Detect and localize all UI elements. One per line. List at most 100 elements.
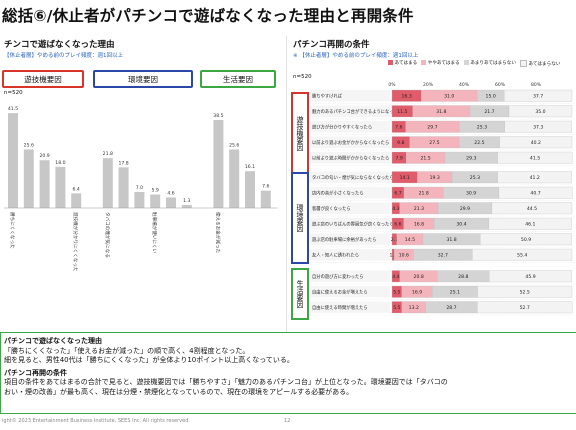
segment-value-label: 41.2 <box>530 175 540 181</box>
stack-segment <box>508 105 573 118</box>
segment-value-label: 10.6 <box>399 253 409 259</box>
bar-value-label: 7.6 <box>262 184 269 190</box>
stack-segment <box>489 270 572 283</box>
right-n-label: n=520 <box>293 74 312 80</box>
bar <box>150 194 161 208</box>
segment-value-label: 6.7 <box>394 191 401 197</box>
summary-line: 細を見ると、男性40代は「勝ちにくくなった」が全体より10ポイント以上高くなって… <box>4 356 294 364</box>
segment-value-label: 50.9 <box>521 237 531 243</box>
segment-value-label: 16.3 <box>402 94 412 100</box>
group-badge-label: 生活要因 <box>223 74 253 84</box>
segment-value-label: 44.5 <box>527 206 537 212</box>
bar <box>118 167 129 208</box>
segment-value-label: 6.6 <box>394 222 401 228</box>
row-label-background <box>310 152 390 164</box>
row-label-background <box>310 202 390 214</box>
bar <box>229 149 240 208</box>
row-label: 店内の音が小さくなったら <box>312 190 364 197</box>
summary-line: おい・煙の改善」が最も高く、現在は分煙・禁煙化となっているので、現在の環境をアピ… <box>4 387 354 396</box>
legend-item: あまりあてはまらない <box>463 60 516 67</box>
axis-tick-label: 80% <box>531 82 542 88</box>
axis-tick-label: 40% <box>459 82 470 88</box>
bar-value-label: 17.8 <box>118 160 128 166</box>
row-label-background <box>310 286 390 298</box>
segment-value-label: 21.3 <box>414 206 424 212</box>
segment-value-label: 5.5 <box>393 290 400 296</box>
stack-segment <box>497 151 573 164</box>
summary-line: 項目の条件をあてはまるの合計で見ると、遊技機要因では「勝ちやすさ」「魅力のあるパ… <box>4 378 448 386</box>
row-label-background <box>310 301 390 313</box>
bar-value-label: 20.9 <box>39 153 49 159</box>
row-label: 自分の遊び方に変わったら <box>312 273 364 280</box>
segment-value-label: 45.9 <box>525 274 535 280</box>
left-panel-heading: チンコで遊ばなくなった理由 <box>4 40 115 50</box>
segment-value-label: 21.7 <box>484 109 494 115</box>
segment-value-label: 1.3 <box>390 253 397 259</box>
row-label: 以前より遊ぶお金がかからなくなったら <box>312 139 389 146</box>
segment-value-label: 9.8 <box>397 140 404 146</box>
segment-value-label: 16.8 <box>414 222 424 228</box>
reasons-bar-chart: 41.5 勝ちにくくなった 25.6 20.9 18.0 6.4 遊技機が分かりにくくなった… <box>4 106 278 272</box>
segment-value-label: 22.5 <box>474 140 484 146</box>
category-label: 使えるお金が減った <box>214 212 221 254</box>
segment-value-label: 40.2 <box>531 140 541 146</box>
bar <box>245 171 255 208</box>
segment-value-label: 27.5 <box>429 140 439 146</box>
legend-item: ややあてはまる <box>421 60 460 67</box>
right-panel-heading: パチンコ再開の条件 <box>293 40 370 50</box>
category-label: タバコの煙が気になる <box>104 212 111 258</box>
group-badge-technical: 遊技機要因 <box>2 70 84 88</box>
segment-value-label: 52.5 <box>520 290 530 296</box>
axis-tick-label: 0% <box>388 82 396 88</box>
page-title: 総括⑥/休止者がパチンコで遊ばなくなった理由と再開条件 <box>2 7 414 25</box>
segment-value-label: 30.9 <box>466 191 476 197</box>
row-label: 勝ちやすければ <box>312 93 343 100</box>
row-label: 遊び方が分かりやすくなったら <box>312 124 372 131</box>
legend-item: あてはまる <box>388 60 417 67</box>
summary-text: パチンコで遊ばなくなった理由 「勝ちにくくなった」「使えるお金が減った」の順で高… <box>0 337 576 397</box>
segment-value-label: 28.8 <box>458 274 468 280</box>
segment-value-label: 40.7 <box>530 191 540 197</box>
segment-value-label: 20.8 <box>414 274 424 280</box>
row-label: 友人・知人に誘われたら <box>312 252 359 259</box>
section-badge-label: 環境要因 <box>296 204 304 232</box>
row-label-background <box>310 121 390 133</box>
stack-segment <box>499 136 573 149</box>
row-label-background <box>310 218 390 230</box>
bar-value-label: 41.5 <box>8 106 18 112</box>
segment-value-label: 31.8 <box>446 237 456 243</box>
bar-value-label: 38.5 <box>213 113 223 119</box>
row-label-background <box>310 187 390 199</box>
row-label: 客層が良くなったら <box>312 205 351 212</box>
row-label: タバコの匂い・煙が気にならなくなったら <box>312 174 394 181</box>
row-label-background <box>310 90 390 102</box>
bar-value-label: 21.8 <box>103 151 113 157</box>
segment-value-label: 14.1 <box>400 175 410 181</box>
segment-value-label: 52.7 <box>520 305 530 311</box>
segment-value-label: 5.5 <box>393 305 400 311</box>
summary-heading-reasons: パチンコで遊ばなくなった理由 <box>4 337 102 345</box>
segment-value-label: 29.3 <box>466 156 476 162</box>
bar-value-label: 25.6 <box>229 142 239 148</box>
resume-conditions-stacked-chart: 0% 20% 40% 60% 80% 勝ちやすければ 16.3 31.0 15.0 37.7 魅力の… <box>310 82 574 316</box>
right-panel-note: ※ 【休止者層】やめる前のプレイ頻度：週1回以上 <box>293 53 419 59</box>
row-label-background <box>310 105 390 117</box>
bar-value-label: 6.4 <box>73 186 80 192</box>
stack-segment <box>477 285 573 298</box>
section-badge-label: 生活要因 <box>296 280 304 308</box>
section-badge-label: 遊技機要因 <box>296 115 304 151</box>
row-label-background <box>310 233 390 245</box>
segment-value-label: 2.7 <box>391 237 398 243</box>
left-panel-note: 【休止者層】やめる前のプレイ頻度：週1回以上 <box>4 53 124 59</box>
bar-value-label: 5.9 <box>152 188 159 194</box>
row-label: 以前より遊ぶ時間がかからなくなったら <box>312 155 389 162</box>
bar <box>260 190 271 208</box>
stack-segment <box>504 120 572 133</box>
row-label: 魅力のあるパチンコ台ができるようになったら <box>312 108 402 115</box>
segment-value-label: 29.7 <box>427 125 437 131</box>
bar <box>39 160 50 208</box>
segment-value-label: 55.4 <box>517 253 527 259</box>
segment-value-label: 37.3 <box>533 125 543 131</box>
row-label-background <box>310 136 390 148</box>
panel-divider <box>286 36 287 332</box>
